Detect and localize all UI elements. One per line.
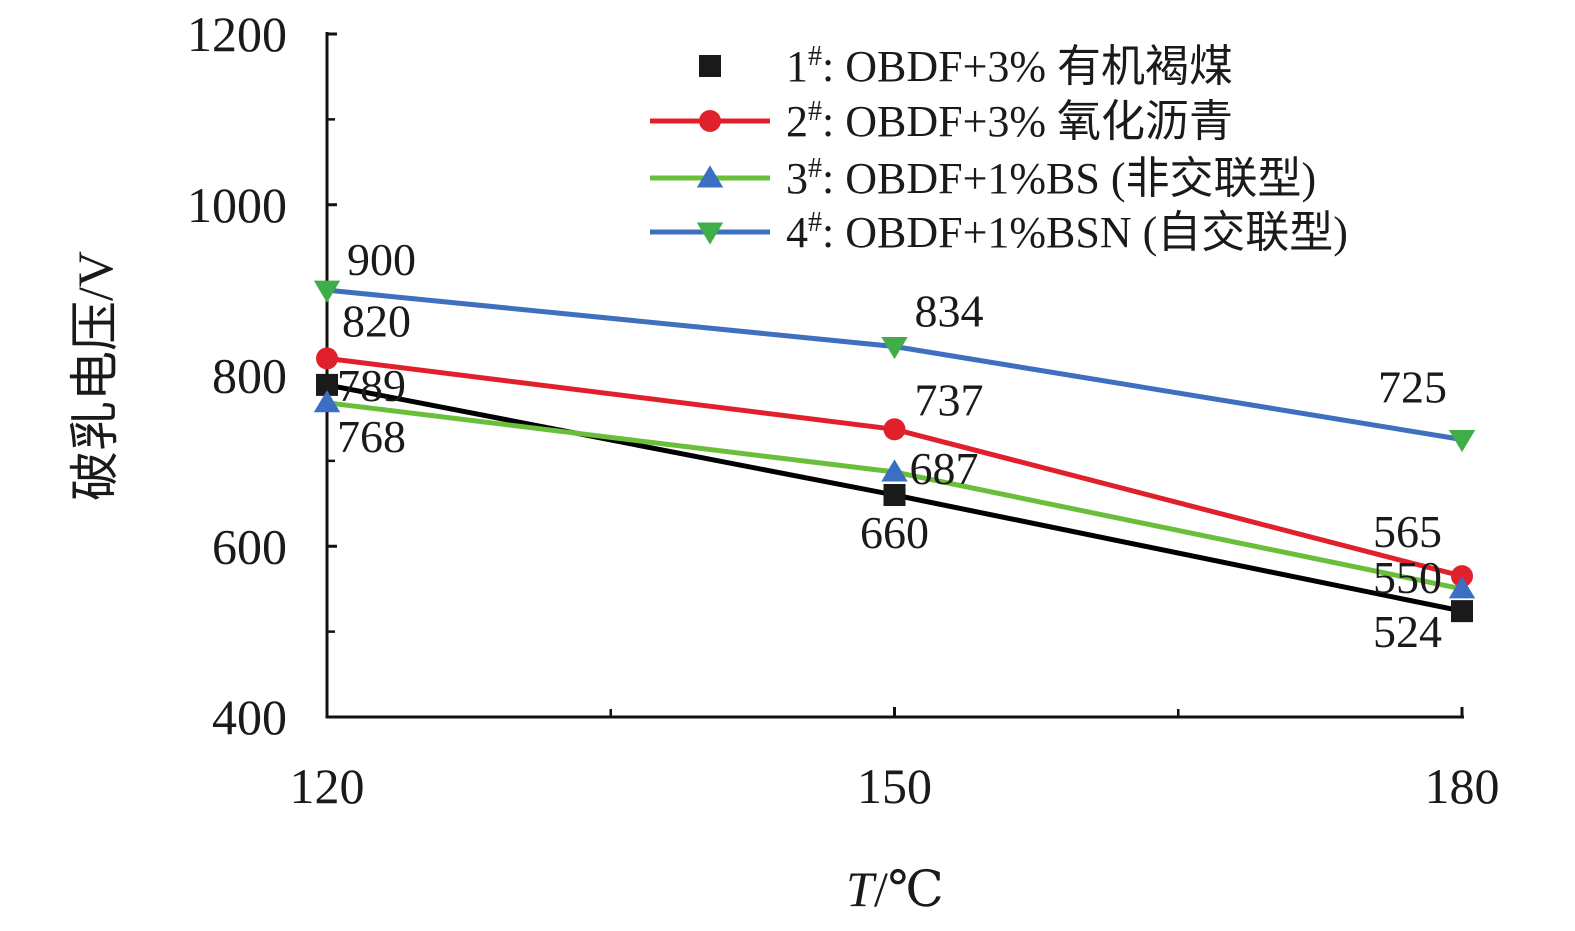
y-tick-label: 400	[212, 689, 287, 745]
legend-label-name: : OBDF+3% 有机褐煤	[822, 42, 1233, 91]
y-tick-label: 800	[212, 348, 287, 404]
y-tick-label: 600	[212, 518, 287, 574]
legend-label-number: 4	[786, 208, 808, 257]
legend-label-name: : OBDF+3% 氧化沥青	[822, 97, 1233, 146]
data-point-s3-2	[881, 459, 908, 482]
y-axis-title: 破乳电压/V	[67, 251, 123, 501]
legend-label-name: : OBDF+1%BSN (自交联型)	[822, 208, 1348, 257]
x-axis-title: T/℃	[846, 861, 944, 917]
legend-item-2: 2#: OBDF+3% 氧化沥青	[650, 96, 1233, 146]
data-point-s3-3	[1448, 576, 1476, 599]
data-label-s4-1: 900	[347, 234, 416, 285]
legend-marker	[699, 110, 721, 132]
legend-label-superscript: #	[808, 207, 822, 238]
data-point-s2-1	[316, 347, 338, 370]
data-point-s2-3	[1451, 565, 1473, 588]
legend-item-1: 1#: OBDF+3% 有机褐煤	[699, 41, 1233, 91]
legend-label: 3#: OBDF+1%BS (非交联型)	[786, 153, 1316, 203]
y-tick-label: 1200	[187, 6, 287, 62]
series-markers	[313, 280, 1476, 623]
data-point-s4-3	[1448, 430, 1476, 453]
data-label-s1-1: 789	[337, 360, 406, 411]
legend-label: 1#: OBDF+3% 有机褐煤	[786, 41, 1233, 91]
x-tick-label: 120	[290, 758, 365, 814]
legend-marker	[696, 165, 724, 188]
legend-label-superscript: #	[808, 96, 822, 127]
legend-label: 2#: OBDF+3% 氧化沥青	[786, 96, 1233, 146]
legend-label-superscript: #	[808, 41, 822, 72]
legend-label-number: 2	[786, 97, 808, 146]
data-label-s1-2: 660	[860, 507, 929, 558]
x-axis-title-unit: /℃	[874, 861, 944, 917]
data-point-s1-2	[883, 484, 906, 507]
data-label-s4-3: 725	[1378, 362, 1447, 413]
data-label-s4-2: 834	[915, 285, 984, 336]
legend-label: 4#: OBDF+1%BSN (自交联型)	[786, 207, 1348, 257]
legend-label-name: : OBDF+1%BS (非交联型)	[822, 154, 1316, 203]
legend-label-number: 1	[786, 42, 808, 91]
legend-label-superscript: #	[808, 153, 822, 184]
data-point-s4-1	[313, 280, 341, 303]
data-point-s1-1	[316, 373, 338, 396]
data-point-s3-1	[313, 390, 341, 413]
data-point-s1-3	[1451, 600, 1473, 623]
data-label-s2-3: 565	[1373, 506, 1442, 557]
data-label-s3-2: 687	[910, 443, 979, 494]
y-tick-label: 1000	[187, 177, 287, 233]
legend-label-number: 3	[786, 154, 808, 203]
legend-item-3: 3#: OBDF+1%BS (非交联型)	[650, 153, 1316, 203]
data-label-s3-3: 550	[1373, 552, 1442, 603]
legend-item-4: 4#: OBDF+1%BSN (自交联型)	[650, 207, 1348, 257]
x-axis-title-symbol: T	[846, 861, 877, 917]
data-point-s4-2	[881, 336, 908, 360]
legend-marker	[696, 222, 724, 245]
data-label-s3-1: 768	[337, 411, 406, 462]
data-point-s2-2	[883, 418, 906, 441]
data-label-s1-3: 524	[1373, 606, 1442, 657]
data-label-s2-2: 737	[915, 374, 984, 425]
x-tick-label: 180	[1425, 758, 1500, 814]
axes: 400 600 800 1000 1200 120 150 180	[187, 6, 1500, 814]
data-labels: 789 660 524 820 737 565 768 687 550 900 834 725	[337, 234, 1447, 657]
legend-marker	[699, 55, 721, 77]
x-tick-label: 150	[857, 758, 932, 814]
data-label-s2-1: 820	[342, 295, 411, 346]
